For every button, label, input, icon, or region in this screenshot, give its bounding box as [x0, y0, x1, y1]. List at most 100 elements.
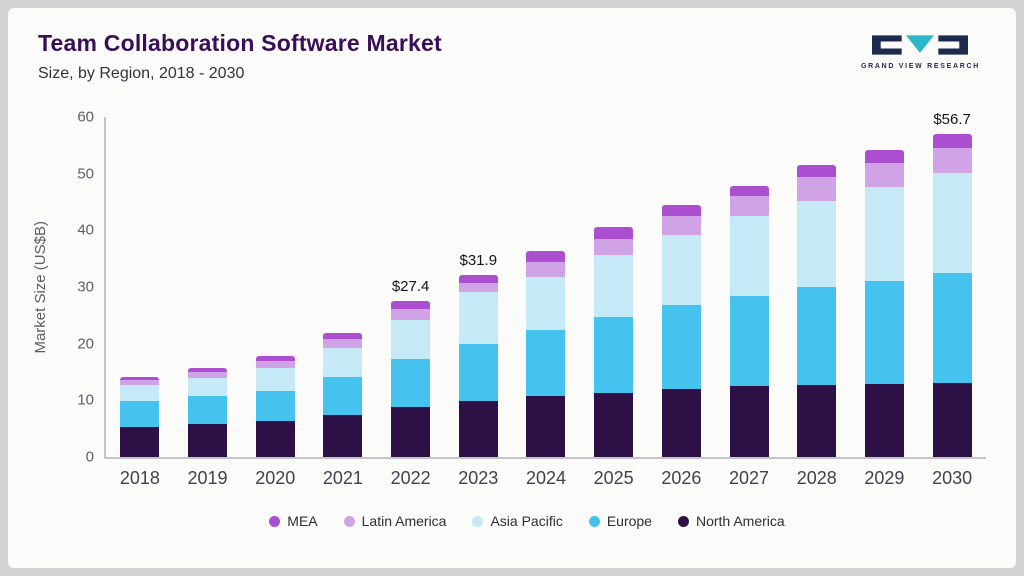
- chart-legend: MEA Latin America Asia Pacific Europe North …: [68, 513, 986, 529]
- segment-mea: [526, 250, 566, 263]
- segment-mea: [932, 133, 972, 148]
- legend-dot-icon: [343, 515, 355, 527]
- segment-europe: [864, 280, 904, 385]
- segment-europe: [255, 390, 295, 422]
- segment-mea: [594, 227, 634, 239]
- bar-stack: [188, 368, 228, 457]
- x-tick-label: 2026: [661, 468, 702, 488]
- plot-area: $27.4 $31.9 $56.7: [106, 111, 986, 457]
- legend-item-latin-america: Latin America: [343, 513, 447, 529]
- segment-north-america: [729, 386, 769, 457]
- segment-latin-america: [932, 147, 972, 174]
- segment-europe: [729, 296, 769, 387]
- segment-latin-america: [797, 176, 837, 202]
- x-tick-label: 2020: [255, 468, 296, 488]
- x-tick-label: 2030: [932, 468, 973, 488]
- segment-europe: [797, 287, 837, 386]
- legend-label: Asia Pacific: [490, 513, 563, 529]
- segment-europe: [323, 377, 363, 415]
- segment-asia-pacific: [391, 320, 431, 359]
- segment-europe: [661, 305, 701, 389]
- segment-north-america: [255, 421, 295, 457]
- y-tick-label: 10: [77, 391, 94, 409]
- segment-asia-pacific: [594, 255, 634, 317]
- segment-europe: [391, 358, 431, 407]
- segment-europe: [932, 272, 972, 384]
- bar-2030: $56.7: [924, 111, 980, 457]
- segment-asia-pacific: [458, 291, 498, 345]
- legend-item-mea: MEA: [269, 513, 318, 529]
- segment-north-america: [323, 414, 363, 457]
- gvr-logo-mark: [872, 35, 969, 55]
- segment-latin-america: [255, 361, 295, 369]
- segment-asia-pacific: [864, 186, 904, 281]
- bar-2029: [856, 117, 912, 457]
- bar-stack: [932, 133, 972, 457]
- gvr-logo-text: GRAND VIEW RESEARCH: [860, 63, 980, 70]
- legend-dot-icon: [269, 515, 281, 527]
- bar-2021: [315, 117, 371, 457]
- bar-2020: [247, 117, 303, 457]
- legend-dot-icon: [472, 515, 484, 527]
- segment-latin-america: [188, 372, 228, 378]
- x-tick-label: 2028: [796, 468, 837, 488]
- segment-latin-america: [458, 282, 498, 292]
- stacked-bar-chart: Market Size (US$B) $27.4 $31.9 $56.7 0 10 20…: [32, 109, 986, 529]
- segment-asia-pacific: [661, 235, 701, 306]
- y-tick-label: 30: [77, 278, 94, 296]
- legend-label: Latin America: [361, 513, 447, 529]
- bar-stack: [526, 250, 566, 457]
- bar-2028: [789, 117, 845, 457]
- segment-asia-pacific: [729, 216, 769, 297]
- segment-mea: [188, 368, 228, 373]
- segment-latin-america: [594, 238, 634, 256]
- bar-stack: [458, 275, 498, 457]
- bar-2018: [112, 117, 168, 457]
- title-block: Team Collaboration Software Market Size,…: [38, 30, 442, 83]
- segment-latin-america: [729, 195, 769, 217]
- bar-stack: [797, 165, 837, 457]
- legend-item-asia-pacific: Asia Pacific: [472, 513, 563, 529]
- bar-2025: [586, 117, 642, 457]
- segment-north-america: [526, 396, 566, 457]
- legend-label: North America: [695, 513, 785, 529]
- x-axis-labels: 2018 2019 2020 2021 2022 2023 2024 2025 2026 2027…: [106, 468, 986, 489]
- legend-label: MEA: [287, 513, 318, 529]
- segment-mea: [797, 165, 837, 177]
- y-tick-label: 0: [85, 448, 94, 466]
- bar-stack: [255, 356, 295, 457]
- segment-mea: [729, 185, 769, 196]
- segment-asia-pacific: [526, 276, 566, 330]
- segment-mea: [323, 333, 363, 340]
- plot-container: Market Size (US$B) $27.4 $31.9 $56.7 0 10 20…: [32, 109, 986, 466]
- bar-stack: [864, 150, 904, 457]
- segment-latin-america: [120, 380, 160, 386]
- segment-latin-america: [391, 308, 431, 321]
- bar-value-label: $27.4: [391, 277, 430, 295]
- bar-stack: [323, 333, 363, 457]
- segment-north-america: [661, 388, 701, 457]
- segment-latin-america: [323, 339, 363, 348]
- segment-asia-pacific: [120, 385, 160, 402]
- segment-europe: [188, 396, 228, 424]
- gvr-logo: GRAND VIEW RESEARCH: [861, 34, 980, 70]
- legend-dot-icon: [588, 515, 600, 527]
- page-title: Team Collaboration Software Market: [38, 30, 442, 56]
- segment-europe: [120, 401, 160, 427]
- bar-stack: [661, 205, 701, 457]
- x-tick-label: 2021: [322, 468, 363, 488]
- segment-north-america: [797, 385, 837, 457]
- bar-2024: [518, 117, 574, 457]
- segment-mea: [391, 300, 431, 309]
- page-subtitle: Size, by Region, 2018 - 2030: [38, 65, 245, 82]
- y-axis-title: Market Size (US$B): [32, 117, 49, 457]
- segment-north-america: [932, 383, 972, 457]
- bar-stack: [594, 227, 634, 457]
- legend-label: Europe: [606, 513, 652, 529]
- header: Team Collaboration Software Market Size,…: [38, 30, 986, 83]
- segment-north-america: [120, 426, 160, 457]
- x-tick-label: 2029: [864, 468, 905, 488]
- y-tick-label: 50: [77, 165, 94, 183]
- legend-item-north-america: North America: [677, 513, 785, 529]
- bar-value-label: $56.7: [933, 110, 971, 128]
